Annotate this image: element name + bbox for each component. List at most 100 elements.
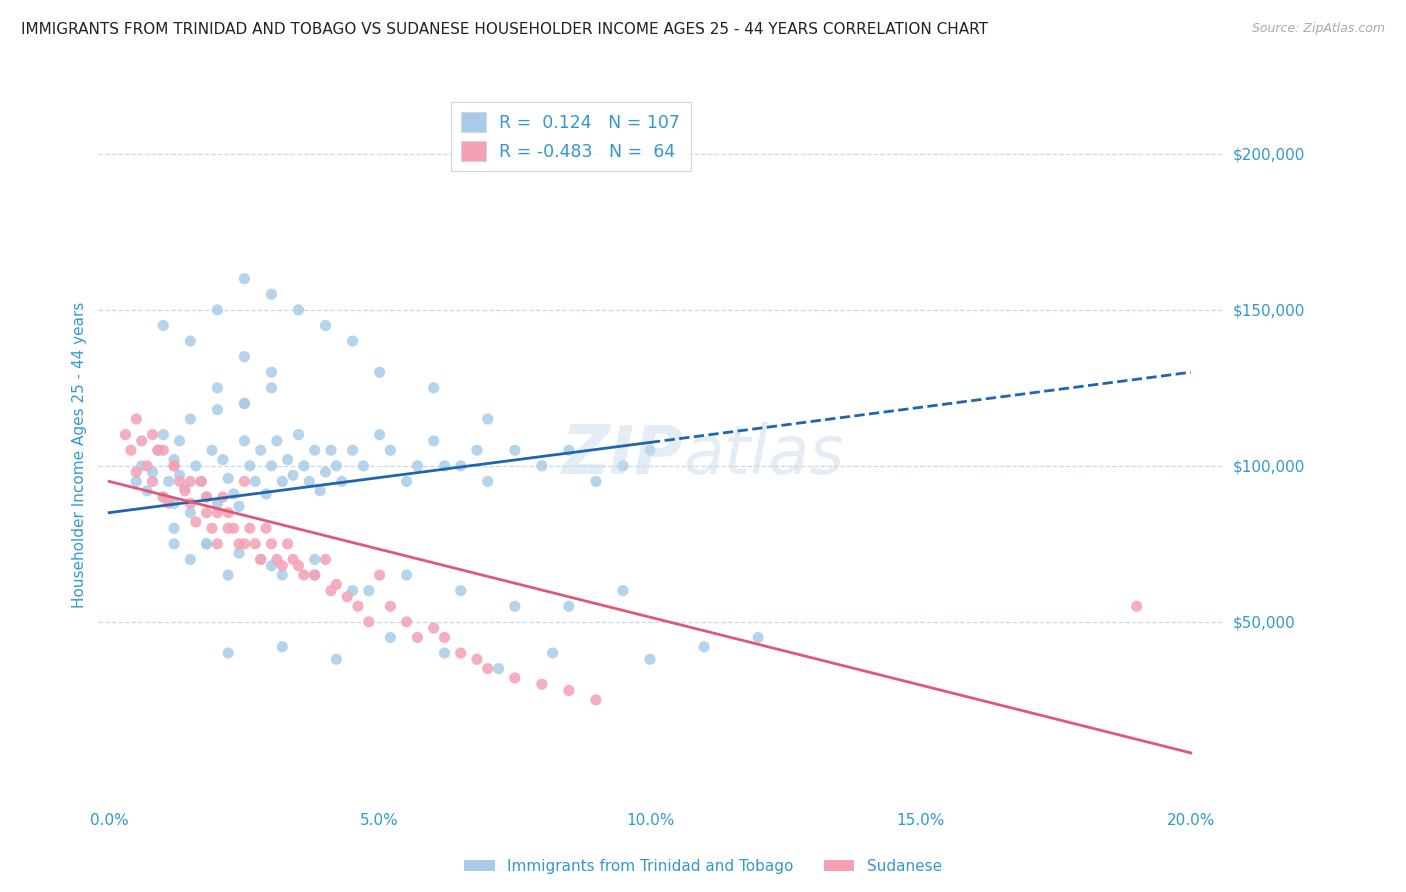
Point <box>342 583 364 598</box>
Point <box>342 334 364 348</box>
Point <box>179 334 201 348</box>
Point <box>503 671 526 685</box>
Point <box>179 475 201 489</box>
Point <box>260 381 283 395</box>
Point <box>174 483 197 498</box>
Point <box>585 475 607 489</box>
Point <box>260 365 283 379</box>
Point <box>152 490 174 504</box>
Point <box>239 521 262 535</box>
Point <box>281 552 304 566</box>
Point <box>287 558 309 573</box>
Point <box>179 496 201 510</box>
Point <box>465 443 488 458</box>
Point <box>395 475 418 489</box>
Point <box>217 521 239 535</box>
Point <box>228 500 250 514</box>
Point <box>315 552 337 566</box>
Point <box>131 458 153 473</box>
Point <box>169 468 191 483</box>
Text: atlas: atlas <box>683 422 845 488</box>
Point <box>287 302 309 317</box>
Y-axis label: Householder Income Ages 25 - 44 years: Householder Income Ages 25 - 44 years <box>72 301 87 608</box>
Point <box>352 458 374 473</box>
Point <box>357 615 380 629</box>
Legend: Immigrants from Trinidad and Tobago, Sudanese: Immigrants from Trinidad and Tobago, Sud… <box>458 853 948 880</box>
Point <box>260 537 283 551</box>
Point <box>422 621 444 635</box>
Point <box>131 434 153 448</box>
Point <box>152 427 174 442</box>
Point <box>271 475 294 489</box>
Point <box>260 458 283 473</box>
Point <box>207 402 229 417</box>
Point <box>217 568 239 582</box>
Point <box>184 458 207 473</box>
Point <box>207 537 229 551</box>
Point <box>190 475 212 489</box>
Point <box>368 568 391 582</box>
Point <box>422 381 444 395</box>
Point <box>477 662 499 676</box>
Point <box>163 496 186 510</box>
Point <box>228 546 250 560</box>
Point <box>558 443 581 458</box>
Point <box>298 475 321 489</box>
Point <box>530 677 553 691</box>
Point <box>163 521 186 535</box>
Point <box>319 583 342 598</box>
Point <box>195 537 218 551</box>
Point <box>325 652 347 666</box>
Point <box>217 646 239 660</box>
Point <box>163 458 186 473</box>
Point <box>266 434 288 448</box>
Point <box>277 452 299 467</box>
Point <box>207 381 229 395</box>
Point <box>309 483 332 498</box>
Point <box>477 412 499 426</box>
Point <box>503 599 526 614</box>
Point <box>530 458 553 473</box>
Point <box>277 537 299 551</box>
Point <box>169 434 191 448</box>
Point <box>260 558 283 573</box>
Point <box>217 471 239 485</box>
Point <box>612 458 634 473</box>
Point <box>693 640 716 654</box>
Point <box>422 434 444 448</box>
Point <box>125 465 148 479</box>
Point <box>233 396 256 410</box>
Point <box>380 599 402 614</box>
Point <box>380 443 402 458</box>
Point <box>245 537 267 551</box>
Point <box>541 646 564 660</box>
Point <box>125 475 148 489</box>
Point <box>233 475 256 489</box>
Point <box>325 458 347 473</box>
Point <box>201 443 224 458</box>
Point <box>141 465 163 479</box>
Point <box>319 443 342 458</box>
Point <box>281 468 304 483</box>
Text: Source: ZipAtlas.com: Source: ZipAtlas.com <box>1251 22 1385 36</box>
Point <box>433 458 456 473</box>
Legend: R =  0.124   N = 107, R = -0.483   N =  64: R = 0.124 N = 107, R = -0.483 N = 64 <box>451 102 690 171</box>
Point <box>558 599 581 614</box>
Point <box>125 412 148 426</box>
Point <box>612 583 634 598</box>
Point <box>406 458 429 473</box>
Point <box>292 568 315 582</box>
Point <box>141 427 163 442</box>
Point <box>222 487 245 501</box>
Point <box>163 452 186 467</box>
Point <box>222 521 245 535</box>
Point <box>747 631 769 645</box>
Point <box>233 434 256 448</box>
Point <box>488 662 510 676</box>
Point <box>195 537 218 551</box>
Point <box>260 287 283 301</box>
Point <box>266 552 288 566</box>
Point <box>450 646 472 660</box>
Point <box>406 631 429 645</box>
Point <box>433 631 456 645</box>
